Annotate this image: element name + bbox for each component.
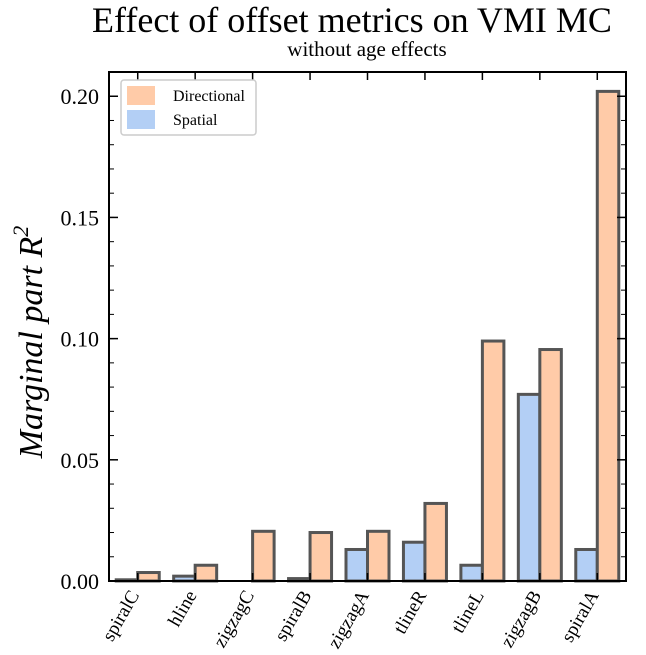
x-tick-label-tliner: tlineR	[390, 587, 432, 638]
bar-directional-spirala	[595, 89, 621, 583]
bar-directional-tlinel	[480, 339, 506, 583]
legend-swatch-directional	[127, 86, 155, 105]
bar-directional-tliner	[423, 501, 448, 583]
chart-title: Effect of offset metrics on VMI MC	[92, 0, 612, 40]
x-tick-label-spiralb: spiralB	[271, 587, 317, 645]
y-tick-label: 0.05	[61, 448, 100, 473]
bar-directional-zigzaga	[366, 529, 391, 583]
legend-swatch-spatial	[127, 110, 155, 129]
y-axis-label: Marginal part R2	[8, 226, 50, 460]
legend-label-spatial: Spatial	[173, 112, 218, 129]
plot-area: spiralC hline zigzagC spiralB zigzagA tlineR t…	[61, 71, 627, 653]
bar-directional-hline	[193, 563, 219, 583]
legend-label-directional: Directional	[173, 88, 246, 105]
x-tick-label-tlinel: tlineL	[448, 587, 489, 637]
bar-spatial-spirala	[574, 547, 599, 583]
y-tick-label: 0.00	[61, 569, 100, 594]
bar-spatial-zigzagb	[516, 392, 542, 583]
y-axis-label-text: Marginal part R	[13, 236, 50, 459]
bar-directional-zigzagb	[538, 348, 563, 583]
y-tick-label: 0.20	[61, 84, 100, 109]
bar-spatial-tliner	[401, 540, 427, 583]
y-tick-label: 0.10	[61, 327, 100, 352]
x-tick-label-spiralc: spiralC	[98, 587, 144, 645]
bar-directional-spiralc	[136, 571, 161, 583]
x-tick-label-zigzagc: zigzagC	[210, 587, 259, 651]
y-tick-label: 0.15	[61, 205, 100, 230]
x-tick-label-hline: hline	[164, 587, 201, 630]
svg-text:Marginal part R2: Marginal part R2	[8, 226, 50, 460]
bar-directional-zigzagc	[251, 529, 276, 583]
bar-spatial-tlinel	[459, 563, 484, 583]
y-axis-label-superscript: 2	[8, 226, 33, 237]
bar-spatial-zigzaga	[344, 547, 369, 583]
plot-frame	[108, 71, 627, 582]
x-tick-label-zigzaga: zigzagA	[324, 587, 374, 653]
x-tick-label-spirala: spiralA	[557, 587, 603, 646]
x-tick-label-zigzagb: zigzagB	[497, 587, 546, 651]
bar-directional-spiralb	[308, 531, 334, 583]
chart-subtitle: without age effects	[287, 37, 446, 61]
